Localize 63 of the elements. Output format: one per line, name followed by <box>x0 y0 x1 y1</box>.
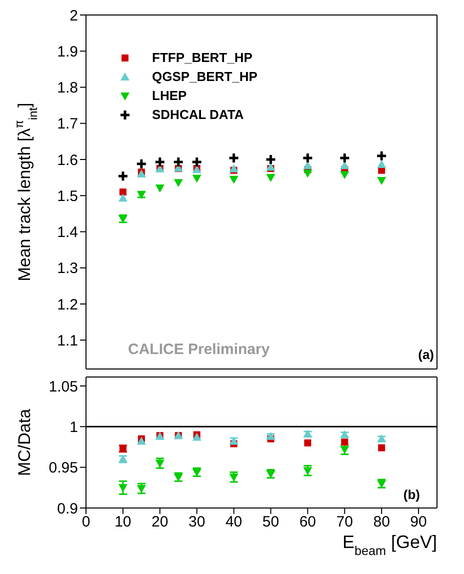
y-tick-label: 1.9 <box>57 43 78 60</box>
x-tick-label: 40 <box>225 514 242 531</box>
annotation: CALICE Preliminary <box>128 341 270 358</box>
point <box>119 188 126 196</box>
y-tick-label: 1.3 <box>57 260 78 278</box>
point <box>174 179 183 188</box>
point <box>136 158 148 170</box>
legend-label: QGSP_BERT_HP <box>152 69 258 84</box>
point <box>192 174 202 183</box>
x-tick-label: 80 <box>373 514 390 531</box>
y-tick-label: 0.9 <box>57 500 78 518</box>
y-tick-label: 2 <box>70 7 78 24</box>
point <box>136 436 146 445</box>
x-tick-label: 10 <box>114 514 132 531</box>
point <box>172 156 184 168</box>
y-tick-label: 1.1 <box>57 332 78 350</box>
legend-label: FTFP_BERT_HP <box>152 50 252 65</box>
point <box>229 474 238 482</box>
point <box>340 171 350 180</box>
point <box>117 170 129 182</box>
point <box>191 156 203 168</box>
point <box>378 444 386 452</box>
y-axis-title: MC/Data <box>15 408 34 476</box>
y-tick-label: 1.7 <box>57 116 78 133</box>
x-tick-label: 0 <box>82 514 90 531</box>
x-tick-label: 70 <box>336 514 353 531</box>
point <box>192 432 202 441</box>
point <box>118 484 128 492</box>
annotation: (a) <box>418 347 434 362</box>
point <box>377 160 386 168</box>
point <box>118 194 128 202</box>
x-tick-label: 50 <box>262 514 280 531</box>
x-tick-label: 90 <box>410 514 427 531</box>
point <box>376 150 388 162</box>
point <box>377 176 386 185</box>
point <box>303 170 312 178</box>
y-tick-label: 1.6 <box>57 152 78 169</box>
annotation: (b) <box>403 487 420 502</box>
point <box>155 184 164 193</box>
y-tick-label: 1.4 <box>57 224 78 242</box>
point <box>341 438 348 446</box>
point <box>229 176 238 184</box>
legend-label: SDHCAL DATA <box>152 107 244 122</box>
point <box>302 152 314 164</box>
y-tick-label: 1 <box>70 418 78 436</box>
point <box>338 152 350 164</box>
point <box>228 152 240 164</box>
y-tick-label: 1.5 <box>57 188 78 205</box>
x-axis-title: E$_{beam}$ [GeV] <box>342 532 437 558</box>
point <box>304 439 312 446</box>
point <box>266 174 276 182</box>
x-tick-label: 20 <box>152 514 168 531</box>
point <box>154 156 166 168</box>
y-tick-label: 1.8 <box>57 80 78 97</box>
point <box>303 467 312 476</box>
x-tick-label: 60 <box>299 514 316 531</box>
x-tick-label: 30 <box>188 514 206 531</box>
y-tick-label: 0.95 <box>48 460 78 477</box>
point <box>229 164 238 172</box>
point <box>264 154 276 166</box>
y-tick-label: 1.05 <box>48 378 78 396</box>
y-tick-label: 1.2 <box>57 296 78 314</box>
legend-label: LHEP <box>152 88 187 103</box>
